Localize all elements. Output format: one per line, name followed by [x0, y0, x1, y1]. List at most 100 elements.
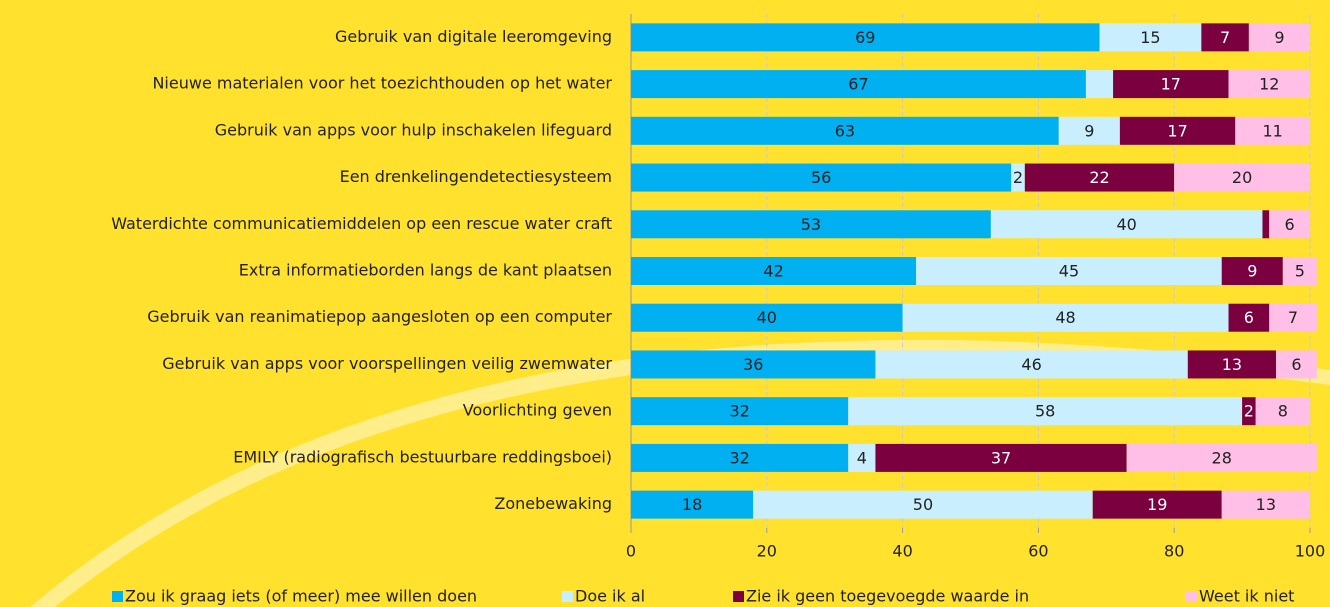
bar-segment	[631, 257, 917, 285]
data-label: 6	[1244, 308, 1254, 327]
bar-segment	[1058, 116, 1120, 145]
bar-segment	[1092, 490, 1222, 519]
y-tick-label: Gebruik van reanimatiepop aangesloten op…	[147, 307, 612, 326]
bar-segment	[631, 23, 1100, 52]
bar-segment	[1201, 23, 1249, 52]
bar-segment	[1099, 23, 1202, 52]
data-label: 6	[1285, 215, 1295, 234]
bar-segment	[875, 350, 1188, 379]
data-label: 7	[1220, 28, 1230, 47]
data-label: 9	[1084, 121, 1094, 140]
data-label: 7	[1288, 308, 1298, 327]
y-tick-label: Gebruik van apps voor voorspellingen vei…	[162, 354, 612, 373]
x-tick-label: 80	[1164, 542, 1184, 561]
y-tick-label: Een drenkelingendetectiesysteem	[340, 167, 612, 186]
data-label: 69	[855, 28, 875, 47]
bar-segment	[1221, 490, 1310, 519]
data-label: 32	[729, 448, 749, 467]
legend-swatch	[1186, 591, 1197, 602]
x-tick-label: 20	[757, 542, 777, 561]
bar-segment	[631, 70, 1086, 99]
data-label: 12	[1259, 75, 1279, 94]
bar-segment	[1269, 303, 1317, 332]
bar-segment	[631, 116, 1059, 145]
bar-segment	[1255, 397, 1310, 426]
data-label: 50	[913, 495, 933, 514]
data-label: 67	[848, 75, 868, 94]
data-label: 56	[811, 168, 831, 187]
legend-label: Weet ik niet	[1199, 587, 1294, 606]
bar-segment	[631, 397, 849, 426]
data-label: 53	[801, 215, 821, 234]
bar-segment	[1187, 350, 1277, 379]
data-label: 37	[991, 448, 1011, 467]
y-tick-label: Gebruik van digitale leeromgeving	[335, 27, 612, 46]
data-label: 48	[1055, 308, 1075, 327]
data-label: 22	[1089, 168, 1109, 187]
bar-segment	[902, 303, 1229, 332]
legend-swatch	[112, 591, 123, 602]
x-tick-label: 40	[892, 542, 912, 561]
bar-segment	[848, 397, 1243, 426]
bar-segment	[1276, 350, 1317, 379]
bar-segment	[631, 163, 1012, 192]
data-label: 13	[1222, 355, 1242, 374]
bar-segment	[875, 443, 1127, 472]
bar-segment	[1248, 23, 1310, 52]
y-tick-label: Zonebewaking	[494, 494, 612, 513]
bar-segment	[1228, 303, 1270, 332]
data-label: 19	[1147, 495, 1167, 514]
bar-segment	[848, 443, 876, 472]
data-label: 63	[835, 121, 855, 140]
bar-segment	[1174, 163, 1310, 192]
data-label: 11	[1262, 121, 1282, 140]
bar-segment	[1221, 257, 1283, 285]
data-label: 6	[1291, 355, 1301, 374]
bar-segment	[916, 257, 1222, 285]
legend-label: Zie ik geen toegevoegde waarde in	[746, 587, 1029, 606]
bar-segment	[753, 490, 1093, 519]
data-label: 8	[1278, 402, 1288, 421]
data-label: 5	[1295, 262, 1305, 281]
data-label: 18	[682, 495, 702, 514]
bar-segment	[631, 443, 849, 472]
data-label: 4	[857, 448, 867, 467]
bar-segment	[631, 303, 903, 332]
bar-segment	[1113, 70, 1229, 99]
data-label: 17	[1167, 121, 1187, 140]
bar-segment	[990, 210, 1263, 239]
data-label: 13	[1256, 495, 1276, 514]
data-label: 40	[757, 308, 777, 327]
y-tick-label: Gebruik van apps voor hulp inschakelen l…	[215, 120, 612, 139]
data-label: 36	[743, 355, 763, 374]
x-tick-label: 60	[1028, 542, 1048, 561]
y-tick-label: EMILY (radiografisch bestuurbare redding…	[233, 447, 612, 466]
bar-segment	[1085, 70, 1114, 99]
y-tick-label: Voorlichting geven	[463, 401, 612, 420]
data-label: 17	[1161, 75, 1181, 94]
legend-swatch	[733, 591, 744, 602]
bar-segment	[1024, 163, 1175, 192]
legend-label: Zou ik graag iets (of meer) mee willen d…	[125, 587, 477, 606]
bar-segment	[1119, 116, 1236, 145]
bar-segment	[1269, 210, 1310, 239]
bar-segment	[1011, 163, 1025, 192]
bar-segment	[1235, 116, 1310, 145]
y-tick-label: Waterdichte communicatiemiddelen op een …	[111, 214, 612, 233]
bar-segment	[1228, 70, 1310, 99]
data-label: 58	[1035, 402, 1055, 421]
x-tick-label: 0	[626, 542, 636, 561]
data-label: 32	[729, 402, 749, 421]
data-label: 45	[1059, 262, 1079, 281]
y-tick-label: Nieuwe materialen voor het toezichthoude…	[152, 74, 612, 93]
data-label: 2	[1244, 402, 1254, 421]
data-label: 2	[1013, 168, 1023, 187]
legend-label: Doe ik al	[575, 587, 645, 606]
data-label: 9	[1247, 262, 1257, 281]
bar-segment	[1282, 257, 1317, 285]
x-tick-label: 100	[1295, 542, 1326, 561]
bar-segment	[1242, 397, 1256, 426]
data-label: 42	[763, 262, 783, 281]
bar-segment	[1262, 210, 1270, 239]
